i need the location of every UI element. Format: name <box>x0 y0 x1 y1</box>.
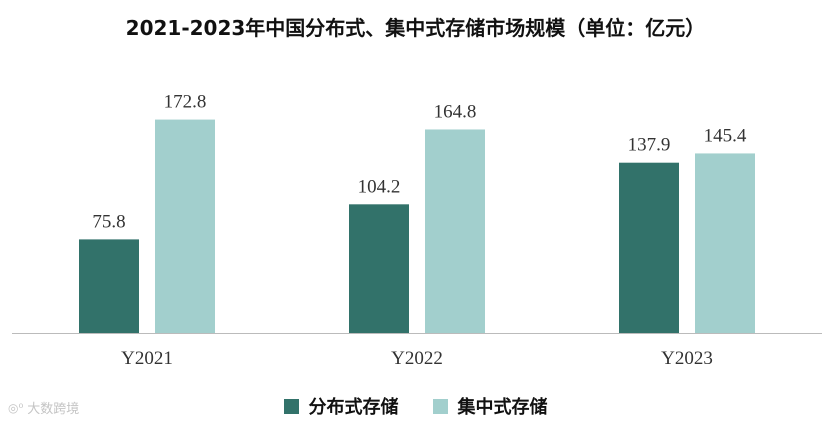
x-tick-label-y2021: Y2021 <box>121 348 173 369</box>
value-label-centralized-y2022: 164.8 <box>434 101 477 122</box>
legend-label: 分布式存储 <box>308 397 399 418</box>
watermark-logo-icon: ◎⁰ <box>8 400 24 415</box>
watermark-text: 大数跨境 <box>27 402 80 417</box>
bar-distributed-y2021 <box>79 239 139 333</box>
bar-centralized-y2023 <box>695 153 755 333</box>
bars-layer <box>79 119 755 333</box>
x-tick-label-y2023: Y2023 <box>661 348 713 369</box>
legend-item-centralized: 集中式存储 <box>432 393 548 419</box>
value-label-distributed-y2023: 137.9 <box>628 135 671 156</box>
legend-swatch <box>432 398 448 414</box>
chart-title: 2021-2023年中国分布式、集中式存储市场规模（单位：亿元） <box>125 16 706 40</box>
bar-distributed-y2023 <box>619 162 679 333</box>
bar-centralized-y2022 <box>425 129 485 333</box>
value-label-distributed-y2022: 104.2 <box>358 176 401 197</box>
x-tick-labels-layer: Y2021 Y2022 Y2023 <box>121 348 713 369</box>
legend: 分布式存储 集中式存储 <box>0 393 831 419</box>
legend-swatch <box>283 398 299 414</box>
watermark: ◎⁰ 大数跨境 <box>8 398 80 418</box>
legend-label: 集中式存储 <box>457 397 548 418</box>
value-label-distributed-y2021: 75.8 <box>92 211 125 232</box>
bar-centralized-y2021 <box>155 119 215 333</box>
x-tick-label-y2022: Y2022 <box>391 348 443 369</box>
bar-distributed-y2022 <box>349 204 409 333</box>
legend-item-distributed: 分布式存储 <box>283 393 399 419</box>
value-label-centralized-y2023: 145.4 <box>704 125 747 146</box>
value-labels-layer: 75.8 172.8 104.2 164.8 137.9 145.4 <box>92 92 747 233</box>
value-label-centralized-y2021: 172.8 <box>164 92 207 113</box>
